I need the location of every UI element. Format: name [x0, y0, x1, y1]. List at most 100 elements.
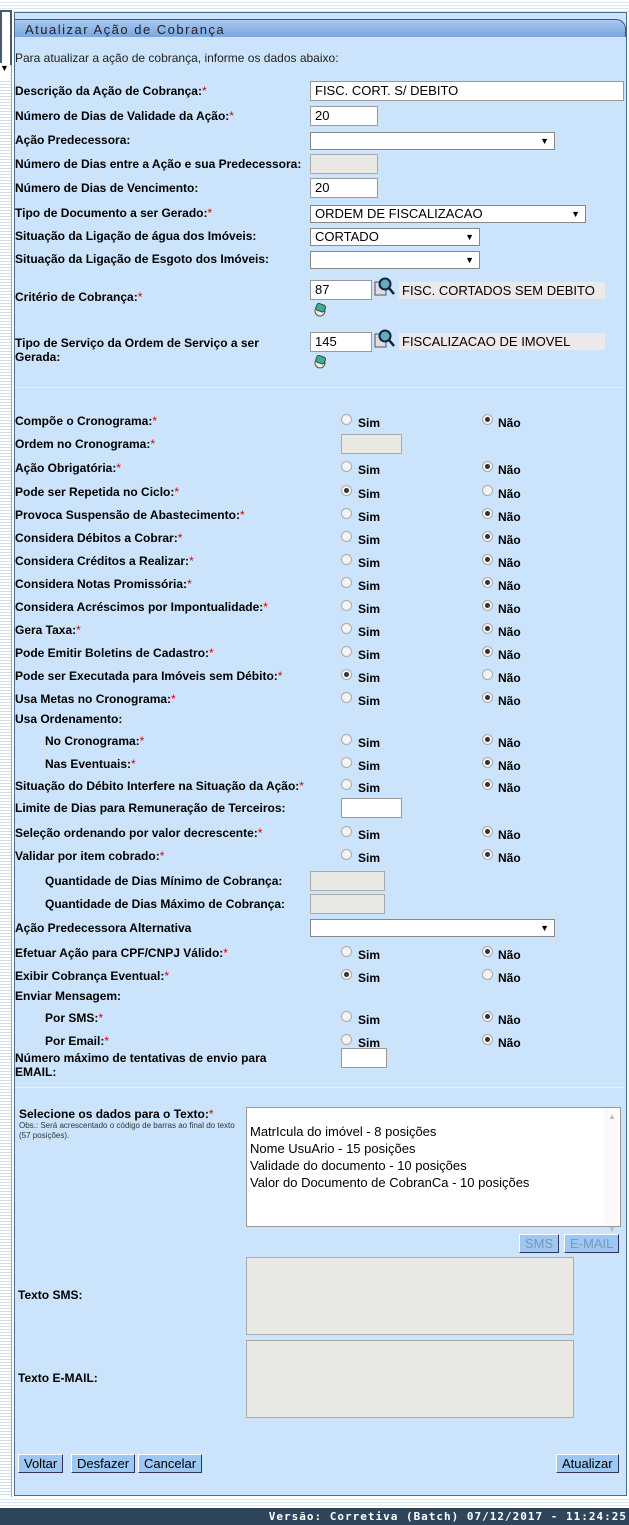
radio-yes-label: Sim — [358, 579, 381, 593]
top-stripe — [0, 0, 629, 12]
radio-yes[interactable] — [341, 414, 352, 425]
radio-yes[interactable] — [341, 826, 352, 837]
voltar-button[interactable]: Voltar — [18, 1454, 64, 1473]
radio-no[interactable] — [482, 757, 493, 768]
radio-no[interactable] — [482, 508, 493, 519]
chevron-down-icon: ▼ — [540, 136, 549, 146]
sit-esgoto-select[interactable]: ▼ — [310, 251, 480, 269]
radio-no[interactable] — [482, 969, 493, 980]
acao-predecessora-alternativa-select[interactable]: ▼ — [310, 919, 555, 937]
radio-no[interactable] — [482, 485, 493, 496]
radio-yes[interactable] — [341, 1034, 352, 1045]
option-input[interactable] — [310, 871, 385, 891]
radio-no[interactable] — [482, 1011, 493, 1022]
texto-list-item[interactable]: MatrIcula do imóvel - 8 posições — [250, 1124, 437, 1139]
criterio-description: FISC. CORTADOS SEM DEBITO — [399, 282, 605, 299]
radio-yes[interactable] — [341, 461, 352, 472]
sit-agua-select[interactable]: CORTADO ▼ — [310, 228, 480, 246]
radio-no[interactable] — [482, 1034, 493, 1045]
radio-no-label: Não — [498, 625, 521, 639]
radio-no[interactable] — [482, 600, 493, 611]
radio-no[interactable] — [482, 646, 493, 657]
radio-no[interactable] — [482, 531, 493, 542]
radio-yes-label: Sim — [358, 556, 381, 570]
texto-list-item[interactable]: Valor do Documento de CobranCa - 10 posi… — [250, 1175, 530, 1190]
radio-no[interactable] — [482, 779, 493, 790]
radio-no[interactable] — [482, 554, 493, 565]
radio-yes[interactable] — [341, 692, 352, 703]
radio-yes[interactable] — [341, 485, 352, 496]
radio-yes-label: Sim — [358, 533, 381, 547]
chevron-down-icon: ▼ — [465, 255, 474, 265]
email-button[interactable]: E-MAIL — [564, 1234, 620, 1253]
radio-yes-label: Sim — [358, 416, 381, 430]
radio-no[interactable] — [482, 826, 493, 837]
criterio-code-input[interactable]: 87 — [310, 280, 372, 300]
option-input[interactable] — [341, 1048, 387, 1068]
radio-yes[interactable] — [341, 646, 352, 657]
texto-list-item[interactable]: Validade do documento - 10 posições — [250, 1158, 467, 1173]
radio-yes-label: Sim — [358, 736, 381, 750]
radio-no[interactable] — [482, 461, 493, 472]
descricao-input[interactable]: FISC. CORT. S/ DEBITO — [310, 81, 624, 101]
scrollbar[interactable]: ▲ ▼ — [604, 1108, 620, 1234]
radio-no[interactable] — [482, 946, 493, 957]
tipo-servico-code-input[interactable]: 145 — [310, 332, 372, 352]
radio-yes[interactable] — [341, 577, 352, 588]
texto-sms-label: Texto SMS: — [18, 1288, 83, 1302]
title-bar: Atualizar Ação de Cobrança — [15, 19, 626, 37]
radio-yes[interactable] — [341, 734, 352, 745]
radio-no[interactable] — [482, 849, 493, 860]
option-label: Compõe o Cronograma:* — [15, 414, 158, 428]
radio-yes[interactable] — [341, 779, 352, 790]
texto-data-list[interactable]: ▲ ▼ MatrIcula do imóvel - 8 posições Nome U… — [246, 1107, 621, 1234]
desfazer-button[interactable]: Desfazer — [71, 1454, 136, 1473]
radio-yes[interactable] — [341, 757, 352, 768]
dias-vencimento-input[interactable]: 20 — [310, 178, 378, 198]
tipo-documento-select[interactable]: ORDEM DE FISCALIZACAO ▼ — [310, 205, 586, 223]
search-icon[interactable] — [373, 328, 395, 350]
option-input[interactable] — [310, 894, 385, 914]
radio-no-label: Não — [498, 510, 521, 524]
radio-yes[interactable] — [341, 946, 352, 957]
texto-sms-textarea[interactable] — [246, 1257, 574, 1335]
radio-yes[interactable] — [341, 554, 352, 565]
eraser-icon[interactable] — [313, 303, 327, 317]
radio-no[interactable] — [482, 414, 493, 425]
radio-yes[interactable] — [341, 849, 352, 860]
radio-no[interactable] — [482, 734, 493, 745]
radio-yes[interactable] — [341, 969, 352, 980]
radio-no[interactable] — [482, 623, 493, 634]
radio-yes[interactable] — [341, 600, 352, 611]
texto-list-item[interactable]: Nome UsuArio - 15 posições — [250, 1141, 416, 1156]
label: Selecione os dados para o Texto:* — [19, 1107, 214, 1121]
radio-yes[interactable] — [341, 508, 352, 519]
radio-no-label: Não — [498, 487, 521, 501]
sms-button[interactable]: SMS — [519, 1234, 560, 1253]
eraser-icon[interactable] — [313, 355, 327, 369]
option-input[interactable] — [341, 798, 402, 818]
dias-validade-input[interactable]: 20 — [310, 106, 378, 126]
acao-predecessora-select[interactable]: ▼ — [310, 132, 555, 150]
option-label: Gera Taxa:* — [15, 623, 81, 637]
menu-dropdown-icon[interactable]: ▼ — [0, 63, 10, 81]
label: Número de Dias entre a Ação e sua Predec… — [15, 157, 302, 171]
radio-yes-label: Sim — [358, 487, 381, 501]
option-label: Considera Acréscimos por Impontualidade:… — [15, 600, 268, 614]
cancelar-button[interactable]: Cancelar — [138, 1454, 203, 1473]
dias-entre-input[interactable] — [310, 154, 378, 174]
menu-tab[interactable] — [0, 10, 12, 65]
texto-email-textarea[interactable] — [246, 1340, 574, 1418]
radio-yes[interactable] — [341, 669, 352, 680]
radio-no[interactable] — [482, 577, 493, 588]
atualizar-button[interactable]: Atualizar — [556, 1454, 619, 1473]
search-icon[interactable] — [373, 276, 395, 298]
radio-no[interactable] — [482, 692, 493, 703]
radio-yes[interactable] — [341, 531, 352, 542]
radio-no[interactable] — [482, 669, 493, 680]
option-label: Número máximo de tentativas de envio par… — [15, 1051, 267, 1079]
radio-yes[interactable] — [341, 1011, 352, 1022]
radio-no-label: Não — [498, 1013, 521, 1027]
option-input[interactable] — [341, 434, 402, 454]
radio-yes[interactable] — [341, 623, 352, 634]
